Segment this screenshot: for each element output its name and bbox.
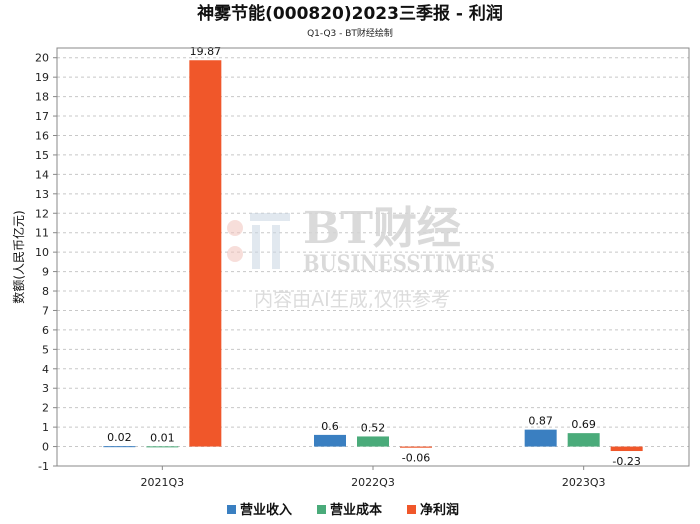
x-tick-label: 2021Q3 xyxy=(141,476,185,489)
y-tick-label: 6 xyxy=(42,324,49,337)
y-tick-label: 15 xyxy=(35,149,49,162)
chart-title: 神雾节能(000820)2023三季报 - 利润 xyxy=(197,3,503,24)
data-label: 0.52 xyxy=(361,421,386,434)
y-tick-label: 4 xyxy=(42,363,49,376)
data-label: -0.06 xyxy=(402,452,430,465)
y-tick-label: 17 xyxy=(35,110,49,123)
y-tick-label: 12 xyxy=(35,207,49,220)
data-label: -0.23 xyxy=(612,455,640,468)
y-tick-label: 18 xyxy=(35,91,49,104)
y-tick-label: 11 xyxy=(35,227,49,240)
y-tick-label: 9 xyxy=(42,266,49,279)
data-label: 0.6 xyxy=(321,420,339,433)
legend-label: 营业成本 xyxy=(330,502,382,518)
x-tick-label: 2023Q3 xyxy=(562,476,606,489)
data-label: 19.87 xyxy=(190,45,222,58)
watermark-notice: 内容由AI生成,仅供参考 xyxy=(254,289,450,311)
y-tick-label: 10 xyxy=(35,246,49,259)
bar xyxy=(103,446,136,448)
chart-subtitle: Q1-Q3 - BT财经绘制 xyxy=(307,27,393,39)
y-tick-label: 5 xyxy=(42,343,49,356)
legend-label: 净利润 xyxy=(420,502,459,518)
y-tick-label: 14 xyxy=(35,168,49,181)
bar xyxy=(189,60,222,447)
legend: 营业收入 营业成本 净利润 xyxy=(227,502,459,518)
y-tick-label: -1 xyxy=(38,460,49,473)
bar xyxy=(610,446,643,452)
data-label: 0.69 xyxy=(571,418,596,431)
data-label: 0.01 xyxy=(150,431,175,444)
y-tick-label: 1 xyxy=(42,421,49,434)
bar xyxy=(400,446,432,448)
bar xyxy=(524,429,557,447)
x-tick-label: 2022Q3 xyxy=(351,476,395,489)
y-tick-label: 3 xyxy=(42,382,49,395)
bar xyxy=(567,433,600,447)
legend-swatch xyxy=(317,505,326,514)
legend-swatch xyxy=(407,505,416,514)
data-label: 0.02 xyxy=(107,431,132,444)
y-tick-label: 0 xyxy=(42,441,49,454)
bar xyxy=(357,436,389,447)
y-tick-label: 16 xyxy=(35,129,49,142)
y-tick-label: 13 xyxy=(35,188,49,201)
watermark-english: BUSINESSTIMES xyxy=(303,251,495,277)
y-tick-label: 19 xyxy=(35,71,49,84)
y-axis-label: 数额(人民币亿元) xyxy=(11,210,26,303)
y-tick-label: 7 xyxy=(42,304,49,317)
bars xyxy=(103,60,643,452)
watermark: BT财经 BUSINESSTIMES 内容由AI生成,仅供参考 xyxy=(205,203,495,311)
data-labels: 0.02 0.01 19.87 0.6 0.52 -0.06 0.87 0.69 -0.23 xyxy=(107,45,641,468)
y-tick-label: 20 xyxy=(35,52,49,65)
y-tick-label: 8 xyxy=(42,285,49,298)
bar xyxy=(146,446,179,448)
data-label: 0.87 xyxy=(528,415,553,428)
bar xyxy=(314,434,346,447)
legend-label: 营业收入 xyxy=(240,502,292,518)
x-axis-ticks: 2021Q3 2022Q3 2023Q3 xyxy=(141,466,606,489)
y-tick-label: 2 xyxy=(42,402,49,415)
watermark-logo-text: BT财经 xyxy=(303,203,461,254)
legend-swatch xyxy=(227,505,236,514)
